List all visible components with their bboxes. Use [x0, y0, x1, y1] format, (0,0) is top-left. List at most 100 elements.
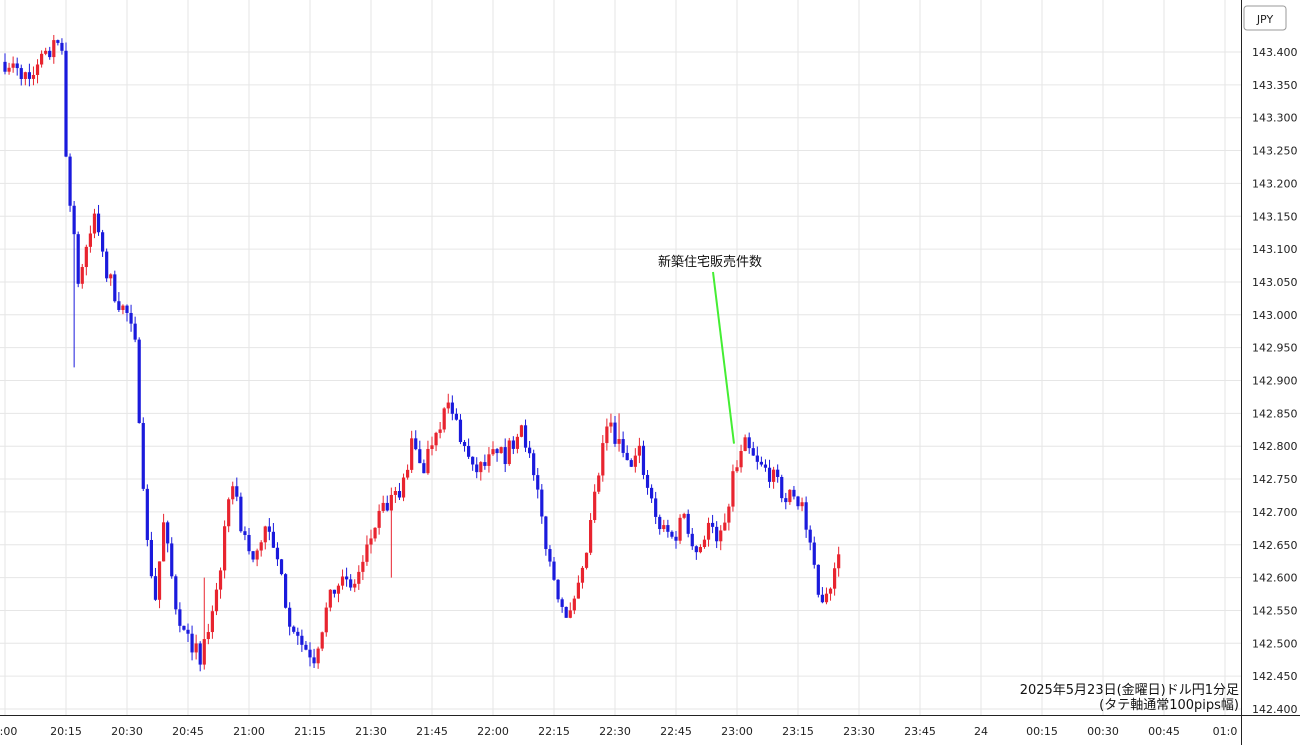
price-tick-label: 142.600: [1252, 572, 1298, 585]
price-tick-label: 143.200: [1252, 177, 1298, 190]
candle-down: [190, 633, 194, 653]
candle-down: [532, 453, 536, 476]
time-tick-label: 22:30: [599, 725, 631, 738]
candle-up: [731, 471, 735, 507]
candle-down: [495, 449, 499, 454]
candle-down: [670, 531, 674, 537]
candle-down: [72, 205, 76, 235]
candle-up: [800, 502, 804, 507]
candle-up: [328, 589, 332, 608]
candle-down: [755, 455, 759, 462]
candle-down: [300, 635, 304, 645]
candle-up: [389, 494, 393, 511]
candle-up: [410, 438, 414, 470]
candle-up: [157, 561, 162, 600]
candle-down: [414, 438, 418, 450]
candle-down: [767, 467, 772, 482]
time-tick-label: 23:00: [721, 725, 753, 738]
time-tick-label: 0:00: [0, 725, 17, 738]
candle-down: [422, 463, 426, 474]
candle-down: [271, 531, 275, 548]
candle-down: [650, 487, 654, 499]
price-tick-label: 143.300: [1252, 112, 1298, 125]
candle-down: [27, 72, 31, 79]
candle-up: [597, 475, 601, 492]
candle-up: [365, 544, 369, 562]
candle-down: [629, 460, 633, 467]
candle-up: [40, 53, 44, 65]
candle-down: [288, 607, 292, 627]
candle-up: [369, 538, 373, 545]
price-tick-label: 142.500: [1252, 637, 1298, 650]
candle-down: [267, 526, 271, 532]
candle-down: [796, 496, 800, 507]
candle-down: [275, 547, 280, 560]
candle-up: [662, 525, 666, 530]
candle-down: [19, 68, 23, 79]
candle-down: [76, 234, 80, 284]
candle-up: [381, 502, 385, 511]
price-tick-label: 142.750: [1252, 473, 1298, 486]
time-tick-label: 20:15: [50, 725, 82, 738]
candle-up: [194, 643, 198, 653]
candle-down: [674, 536, 678, 541]
candle-down: [153, 576, 158, 600]
candle-down: [711, 522, 715, 527]
candle-down: [544, 516, 548, 550]
candle-down: [804, 502, 808, 530]
time-tick-label: 00:15: [1026, 725, 1058, 738]
price-tick-label: 142.900: [1252, 375, 1298, 388]
time-tick-label: 21:15: [294, 725, 326, 738]
candle-down: [279, 559, 284, 575]
annotation: 新築住宅販売件数: [658, 254, 762, 444]
candle-up: [479, 462, 483, 473]
candle-up: [584, 552, 589, 568]
candle-down: [174, 576, 178, 610]
candle-down: [450, 402, 454, 414]
candle-up: [357, 571, 361, 584]
candle-up: [7, 67, 11, 72]
candle-up: [519, 425, 524, 437]
time-tick-label: 23:30: [843, 725, 875, 738]
price-tick-label: 143.050: [1252, 276, 1298, 289]
candle-up: [227, 499, 231, 527]
time-tick-label: 01:0: [1213, 725, 1238, 738]
candle-down: [552, 561, 556, 580]
candle-up: [609, 422, 613, 427]
candle-down: [808, 529, 812, 543]
candle-up: [255, 550, 259, 560]
candle-up: [637, 445, 641, 456]
candle-up: [92, 213, 97, 234]
candle-down: [15, 63, 19, 69]
candle-up: [361, 561, 365, 572]
candle-down: [556, 579, 560, 600]
candle-down: [784, 498, 788, 503]
candle-up: [507, 440, 511, 465]
price-tick-label: 142.400: [1252, 703, 1298, 716]
candle-up: [719, 530, 723, 542]
candle-up: [788, 489, 792, 503]
price-tick-label: 143.350: [1252, 79, 1298, 92]
candle-down: [247, 534, 251, 552]
candle-down: [528, 447, 532, 454]
price-tick-label: 142.800: [1252, 440, 1298, 453]
symbol-label: JPY: [1256, 13, 1274, 26]
candle-up: [23, 72, 27, 79]
candle-down: [654, 498, 658, 517]
candle-down: [105, 251, 109, 279]
candle-up: [589, 520, 593, 553]
time-tick-label: 24: [974, 725, 988, 738]
candle-down: [178, 609, 182, 626]
candle-up: [214, 589, 219, 612]
candle-down: [820, 594, 824, 603]
candle-down: [397, 491, 402, 498]
time-tick-label: 21:30: [355, 725, 387, 738]
candle-up: [580, 567, 585, 583]
candle-down: [454, 413, 458, 420]
candle-down: [776, 469, 780, 477]
candle-up: [723, 522, 727, 531]
candle-down: [385, 502, 389, 511]
candle-up: [702, 539, 707, 548]
candle-down: [149, 539, 153, 577]
candle-up: [316, 648, 320, 664]
